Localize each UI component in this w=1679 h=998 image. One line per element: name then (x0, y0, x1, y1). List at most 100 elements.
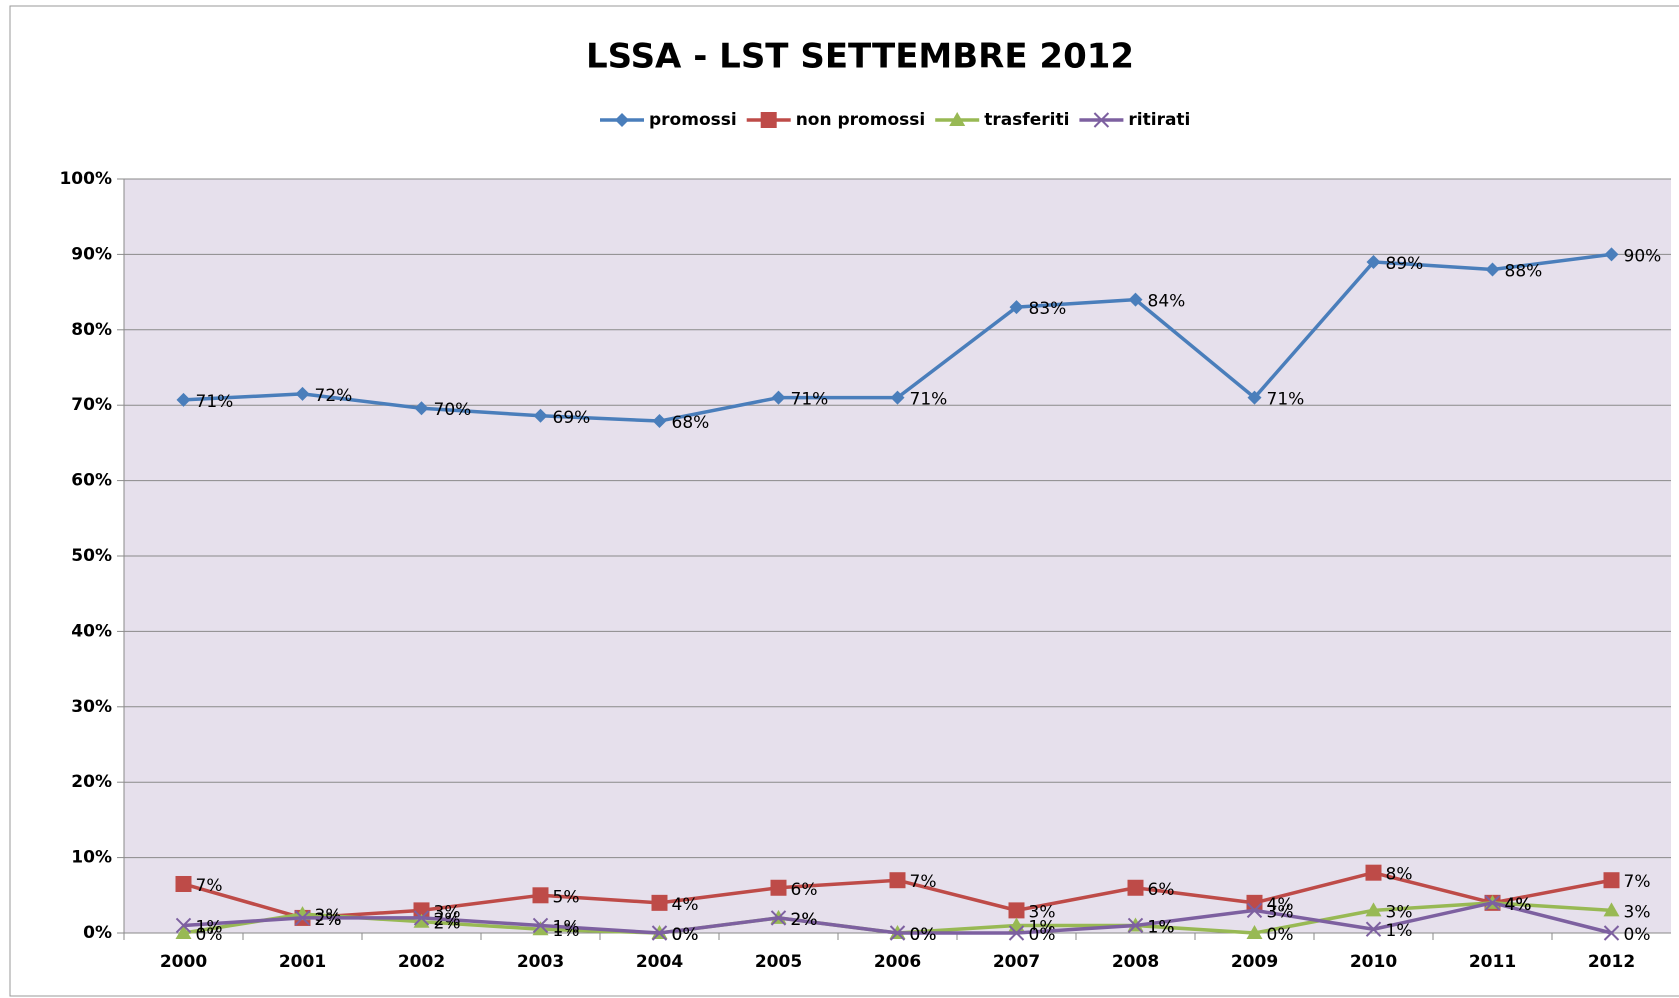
data-label: 7% (1624, 872, 1651, 892)
legend-label: trasferiti (984, 110, 1069, 130)
y-tick-label: 0% (83, 923, 112, 943)
data-label: 5% (553, 887, 580, 907)
data-label: 89% (1386, 254, 1424, 274)
marker (890, 390, 905, 405)
x-tick-label: 2011 (1469, 952, 1516, 972)
data-label: 71% (1267, 390, 1305, 410)
marker (1009, 300, 1024, 315)
data-label: 0% (1624, 925, 1651, 945)
marker (413, 913, 430, 928)
data-label: 1% (1386, 921, 1413, 941)
marker (651, 925, 668, 941)
marker (1008, 902, 1025, 919)
data-label: 0% (196, 925, 223, 945)
data-label: 71% (910, 390, 948, 410)
legend-label: non promossi (796, 110, 926, 130)
marker (533, 408, 548, 423)
y-tick-label: 50% (71, 546, 112, 566)
data-label: 70% (434, 400, 472, 420)
marker (760, 112, 777, 128)
marker (1128, 292, 1143, 307)
data-label: 4% (672, 895, 699, 915)
marker (1127, 879, 1144, 896)
y-tick-label: 90% (71, 244, 112, 264)
x-tick-label: 2010 (1350, 952, 1397, 972)
data-label: 3% (1386, 902, 1413, 922)
marker (651, 894, 668, 911)
data-label: 1% (553, 917, 580, 937)
y-tick-label: 20% (71, 772, 112, 792)
marker (770, 879, 787, 896)
marker (175, 917, 192, 934)
data-label: 2% (434, 910, 461, 930)
y-tick-label: 100% (59, 169, 112, 189)
data-label: 3% (315, 906, 342, 926)
marker (1246, 902, 1263, 919)
marker (532, 917, 549, 934)
x-tick-label: 2001 (279, 952, 326, 972)
data-label: 88% (1505, 261, 1543, 281)
data-label: 0% (910, 925, 937, 945)
y-tick-label: 60% (71, 471, 112, 491)
data-label: 0% (672, 925, 699, 945)
data-label: 7% (910, 872, 937, 892)
y-tick-label: 10% (71, 848, 112, 868)
x-tick-label: 2000 (160, 952, 207, 972)
marker (175, 925, 192, 939)
data-label: 6% (791, 880, 818, 900)
x-tick-label: 2008 (1112, 952, 1159, 972)
x-tick-label: 2003 (517, 952, 564, 972)
marker (889, 872, 906, 889)
marker (1008, 925, 1025, 941)
x-tick-label: 2007 (993, 952, 1040, 972)
y-tick-label: 40% (71, 621, 112, 641)
data-label: 69% (553, 408, 591, 428)
marker (1484, 895, 1501, 911)
data-label: 7% (196, 876, 223, 896)
data-label: 8% (1386, 865, 1413, 885)
marker (1365, 864, 1382, 881)
marker (175, 875, 192, 892)
marker (1246, 894, 1263, 911)
x-tick-label: 2005 (755, 952, 802, 972)
y-tick-label: 70% (71, 395, 112, 415)
data-label: 4% (1505, 895, 1532, 915)
marker (889, 925, 906, 941)
marker (1603, 925, 1620, 941)
chart-title: LSSA - LST SETTEMBRE 2012 (586, 37, 1134, 77)
marker (949, 112, 966, 126)
marker (1365, 921, 1382, 937)
data-label: 83% (1029, 299, 1067, 319)
data-label: 71% (196, 392, 234, 412)
data-label: 4% (1267, 895, 1294, 915)
x-tick-label: 2009 (1231, 952, 1278, 972)
marker (413, 910, 430, 926)
data-label: 3% (1029, 902, 1056, 922)
legend-label: ritirati (1128, 110, 1190, 130)
data-label: 2% (791, 910, 818, 930)
marker (1246, 925, 1263, 939)
y-tick-label: 80% (71, 320, 112, 340)
marker (1366, 254, 1381, 269)
data-label: 0% (910, 925, 937, 945)
data-label: 84% (1148, 292, 1186, 312)
marker (1603, 872, 1620, 889)
data-label: 72% (315, 386, 353, 406)
marker (1127, 917, 1144, 934)
data-label: 0% (1267, 925, 1294, 945)
marker (1093, 112, 1110, 128)
data-label: 1% (196, 917, 223, 937)
data-label: 3% (1624, 902, 1651, 922)
marker (532, 887, 549, 904)
data-label: 3% (1267, 902, 1294, 922)
data-label: 2% (315, 910, 342, 930)
marker (615, 113, 629, 127)
x-tick-label: 2012 (1588, 952, 1635, 972)
marker (1604, 247, 1619, 262)
marker (1485, 262, 1500, 277)
marker (771, 390, 786, 405)
data-label: 71% (791, 390, 829, 410)
x-tick-label: 2004 (636, 952, 683, 972)
